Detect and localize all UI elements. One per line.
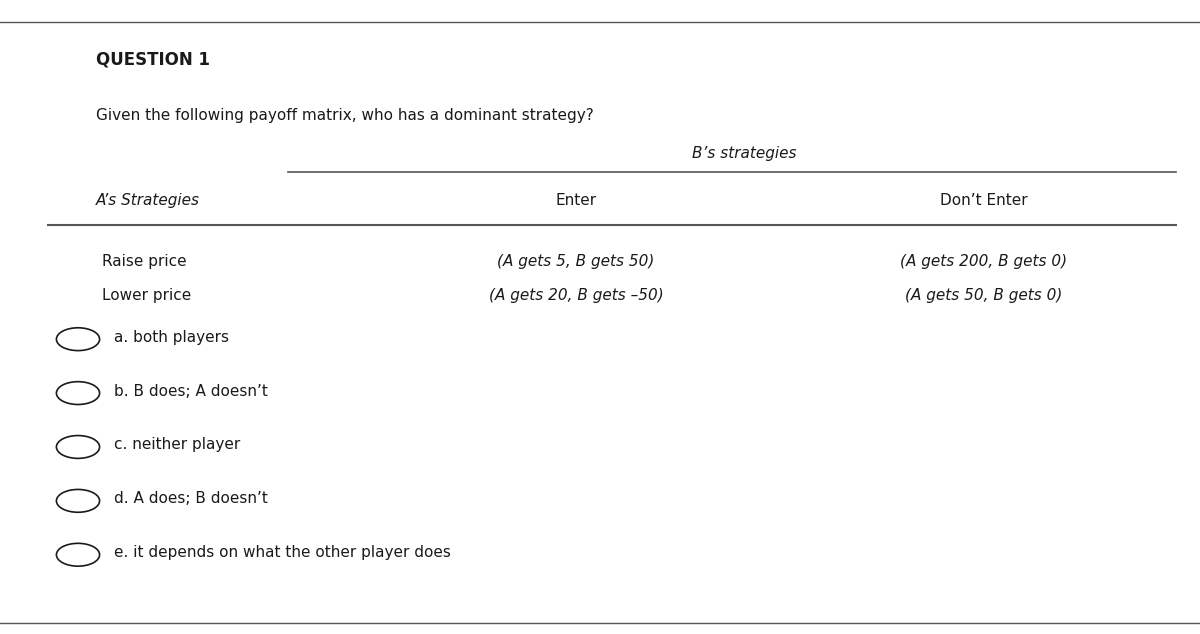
Text: Enter: Enter (556, 193, 596, 209)
Text: Given the following payoff matrix, who has a dominant strategy?: Given the following payoff matrix, who h… (96, 108, 594, 123)
Text: Don’t Enter: Don’t Enter (940, 193, 1028, 209)
Text: a. both players: a. both players (114, 330, 229, 345)
Text: Lower price: Lower price (102, 288, 191, 304)
Text: (A gets 5, B gets 50): (A gets 5, B gets 50) (497, 254, 655, 269)
Text: c. neither player: c. neither player (114, 437, 240, 453)
Text: (A gets 20, B gets –50): (A gets 20, B gets –50) (488, 288, 664, 304)
Text: d. A does; B doesn’t: d. A does; B doesn’t (114, 491, 268, 507)
Text: b. B does; A doesn’t: b. B does; A doesn’t (114, 384, 268, 399)
Text: Raise price: Raise price (102, 254, 187, 269)
Text: B’s strategies: B’s strategies (691, 146, 797, 161)
Text: (A gets 200, B gets 0): (A gets 200, B gets 0) (900, 254, 1068, 269)
Text: QUESTION 1: QUESTION 1 (96, 51, 210, 68)
Text: (A gets 50, B gets 0): (A gets 50, B gets 0) (905, 288, 1063, 304)
Text: e. it depends on what the other player does: e. it depends on what the other player d… (114, 545, 451, 560)
Text: A’s Strategies: A’s Strategies (96, 193, 200, 209)
